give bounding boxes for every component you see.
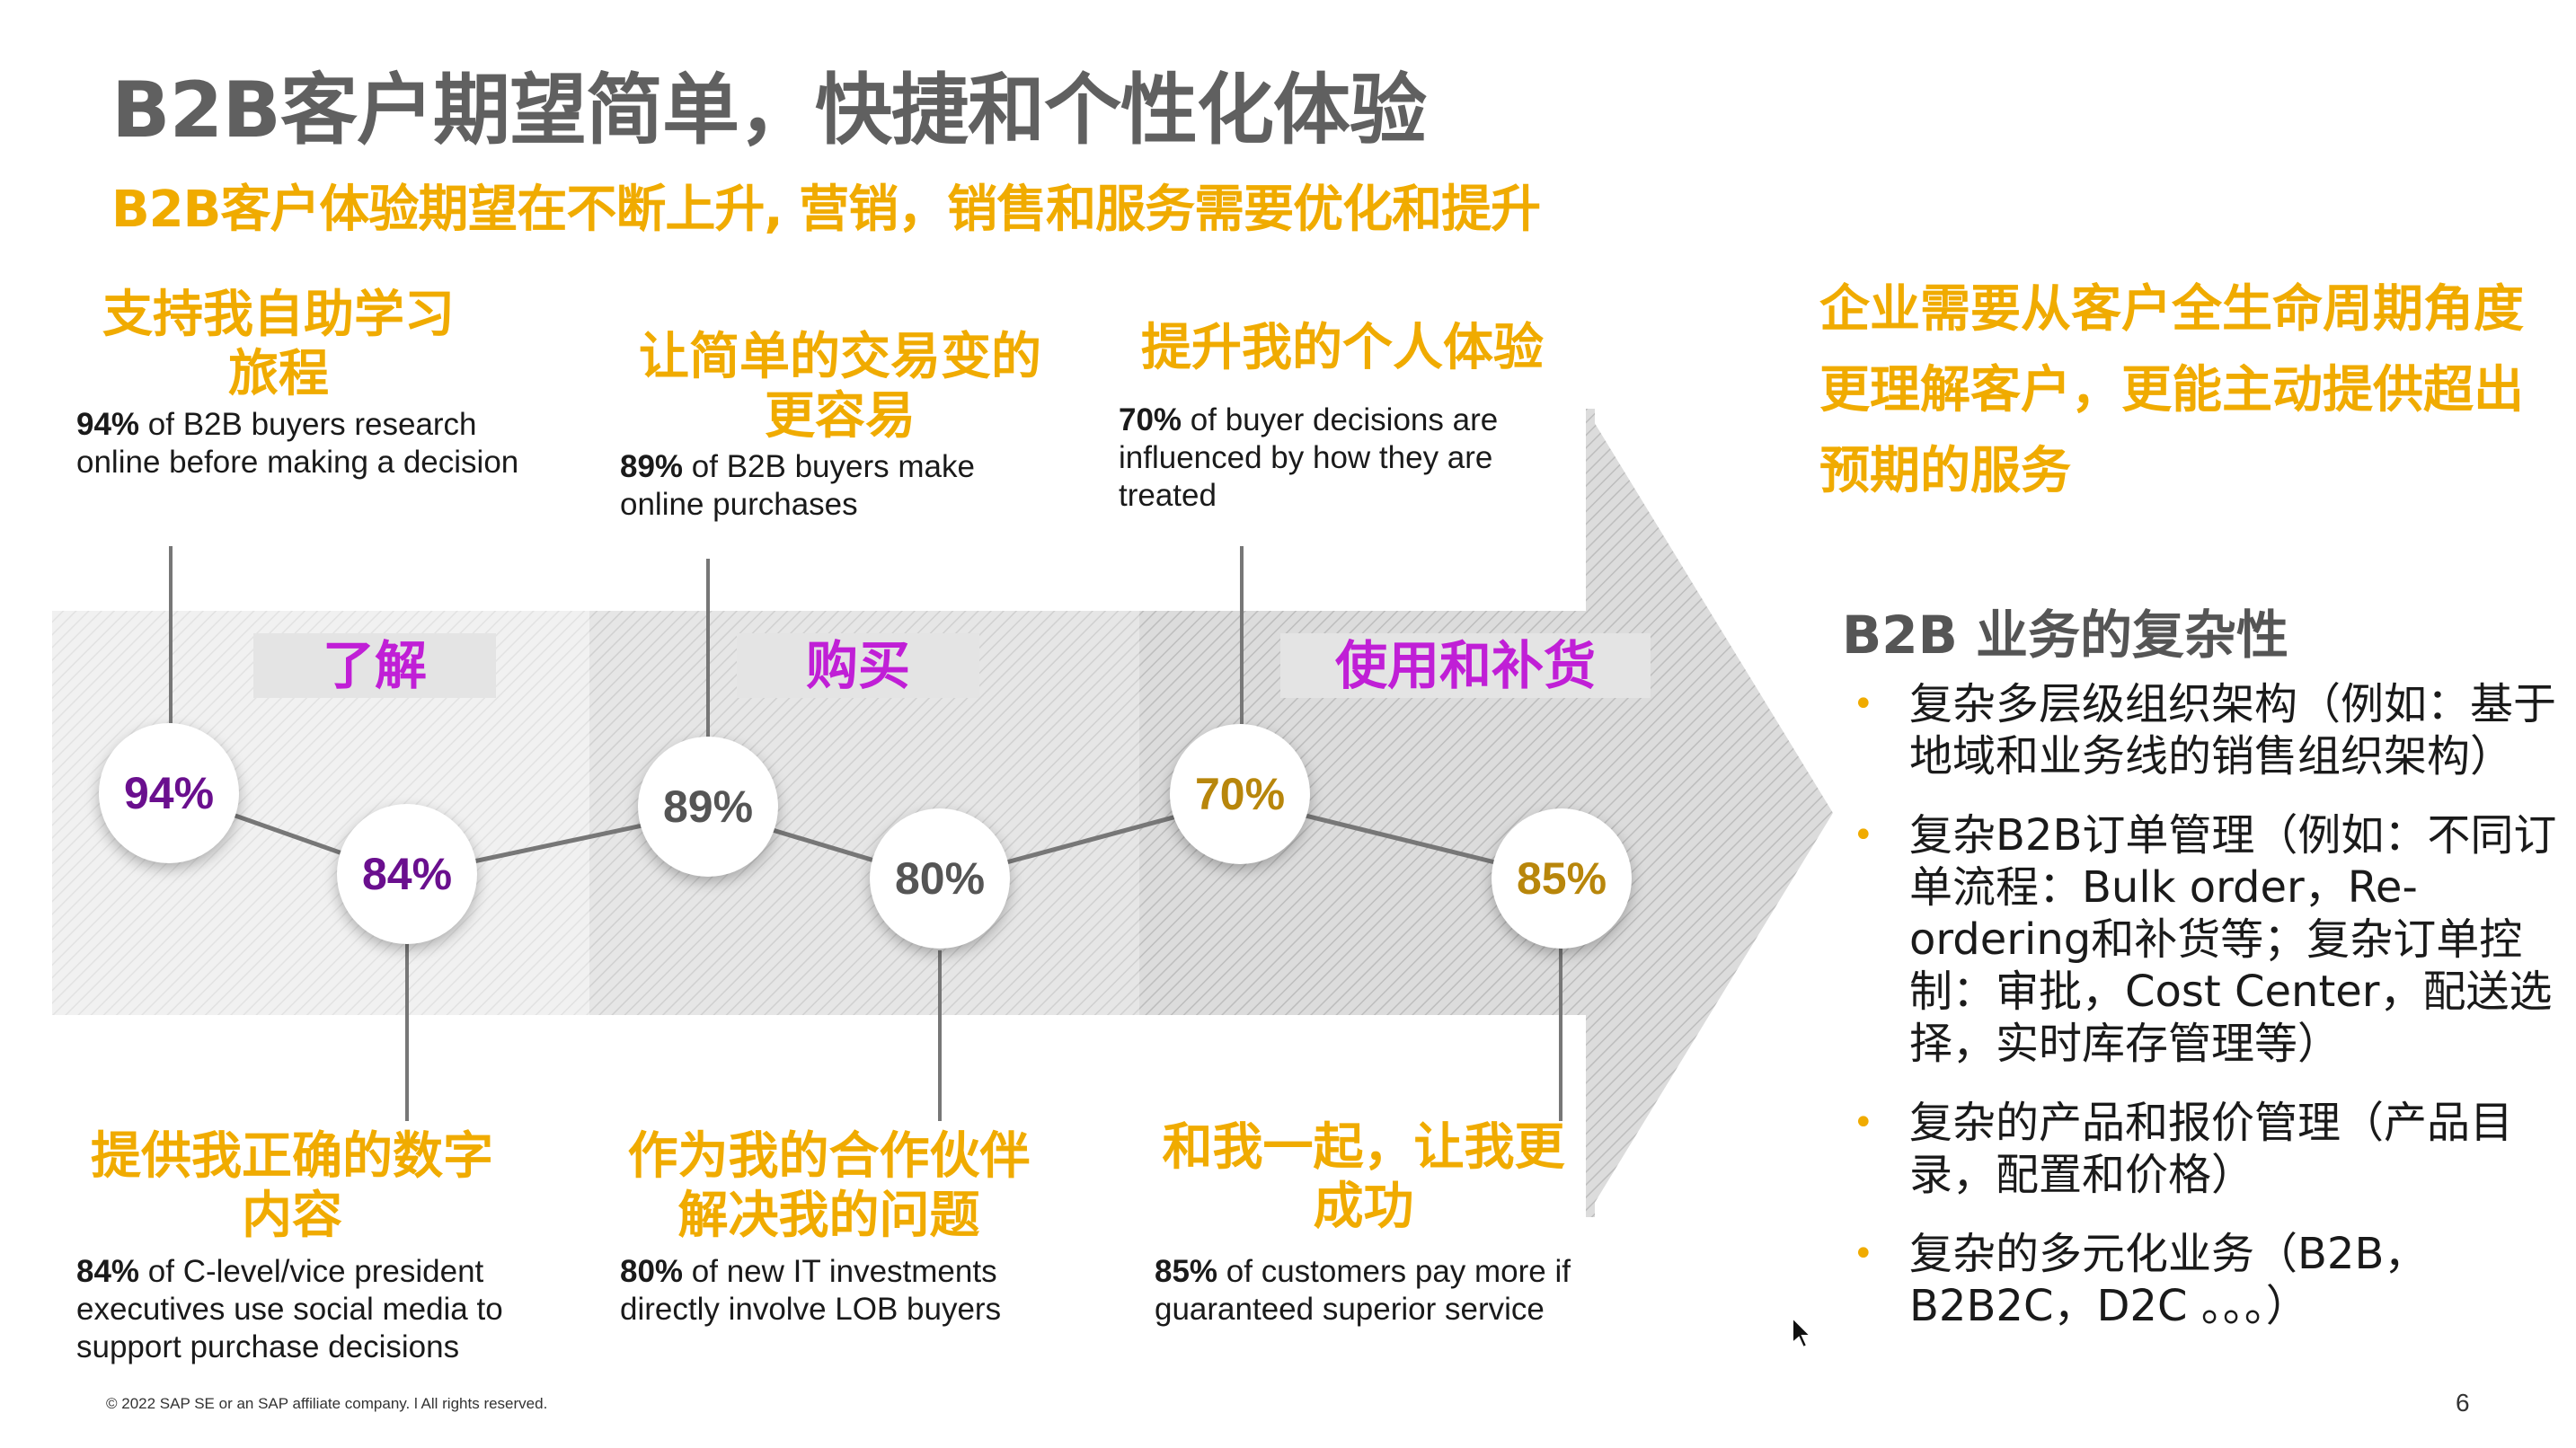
top-item-stat: 70% of buyer decisions are influenced by… — [1119, 402, 1499, 513]
top-item-heading: 支持我自助学习 旅程 — [102, 286, 455, 403]
bottom-item-heading: 和我一起，让我更 成功 — [1162, 1118, 1565, 1236]
stat-circle-94: 94% — [99, 723, 239, 863]
bullet-icon: • — [1853, 815, 1874, 856]
complexity-list: • 复杂多层级组织架构（例如：基于地域和业务线的销售组织架构） • 复杂B2B订单管… — [1851, 678, 2561, 1359]
bullet-icon: • — [1853, 1233, 1874, 1275]
bottom-item-heading: 提供我正确的数字 内容 — [91, 1127, 493, 1245]
page-subtitle: B2B客户体验期望在不断上升, 营销，销售和服务需要优化和提升 — [111, 181, 1541, 239]
stage-label-purchase: 购买 — [737, 633, 979, 698]
list-item: • 复杂多层级组织架构（例如：基于地域和业务线的销售组织架构） — [1853, 679, 2557, 781]
top-item-stat: 89% of B2B buyers make online purchases — [620, 449, 975, 522]
stat-circle-89: 89% — [638, 737, 778, 877]
bullet-icon: • — [1853, 684, 1874, 725]
bottom-item-heading: 作为我的合作伙伴 解决我的问题 — [627, 1127, 1031, 1245]
stat-circle-70: 70% — [1170, 724, 1310, 864]
bottom-item-stat: 80% of new IT investments directly invol… — [620, 1254, 1002, 1327]
list-item: • 复杂的产品和报价管理（产品目录，配置和价格） — [1853, 1098, 2514, 1200]
list-item: • 复杂的多元化业务（B2B，B2B2C，D2C 。。。） — [1853, 1229, 2428, 1331]
top-item-easy-transaction: 让简单的交易变的 更容易 89% of B2B buyers make onli… — [620, 328, 1060, 524]
bottom-item-stat: 84% of C-level/vice president executives… — [76, 1254, 503, 1364]
stat-circle-80: 80% — [870, 808, 1010, 949]
lifecycle-heading: 企业需要从客户全生命周期角度更理解客户，更能主动提供超出预期的服务 — [1819, 280, 2524, 500]
stat-circle-85: 85% — [1492, 808, 1632, 949]
top-item-personal-experience: 提升我的个人体验 70% of buyer decisions are infl… — [1119, 319, 1586, 515]
top-item-self-learning: 支持我自助学习 旅程 94% of B2B buyers research on… — [76, 286, 518, 481]
list-item: • 复杂B2B订单管理（例如：不同订单流程：Bulk order，Re-order… — [1853, 810, 2557, 1069]
bottom-item-digital-content: 提供我正确的数字 内容 84% of C-level/vice presiden… — [76, 1127, 580, 1366]
bottom-item-stat: 85% of customers pay more if guaranteed … — [1155, 1254, 1571, 1327]
stage-label-use-replenish: 使用和补货 — [1280, 633, 1651, 698]
mouse-cursor-icon — [1792, 1316, 1812, 1349]
top-item-heading: 让简单的交易变的 更容易 — [639, 328, 1041, 446]
bottom-item-partner: 作为我的合作伙伴 解决我的问题 80% of new IT investment… — [620, 1127, 1087, 1329]
complexity-title: B2B 业务的复杂性 — [1842, 605, 2288, 666]
page-number: 6 — [2456, 1389, 2470, 1417]
top-item-heading: 提升我的个人体验 — [1141, 319, 1544, 377]
stat-circle-84: 84% — [337, 804, 477, 944]
page-title: B2B客户期望简单，快捷和个性化体验 — [111, 66, 1427, 155]
top-item-stat: 94% of B2B buyers research online before… — [76, 407, 519, 480]
bullet-icon: • — [1853, 1102, 1874, 1143]
stage-label-understand: 了解 — [253, 633, 496, 698]
copyright-footer: © 2022 SAP SE or an SAP affiliate compan… — [106, 1395, 548, 1412]
bottom-item-success: 和我一起，让我更 成功 85% of customers pay more if… — [1155, 1118, 1622, 1329]
